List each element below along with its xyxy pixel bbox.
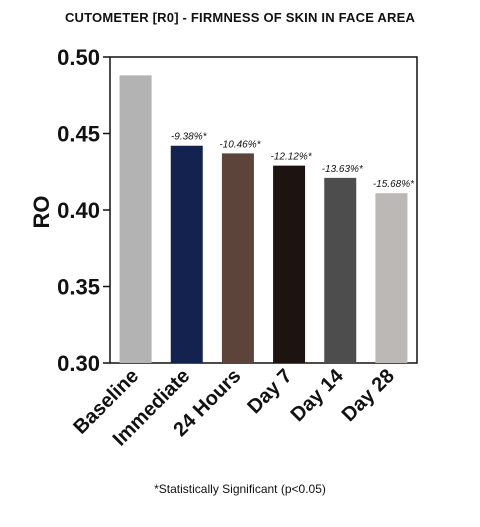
footnote: *Statistically Significant (p<0.05) <box>154 482 326 496</box>
y-ticks: 0.30 0.35 0.40 0.45 0.50 <box>57 45 110 376</box>
bars <box>119 75 408 364</box>
bar-value-label: -10.46%* <box>219 139 261 150</box>
y-tick-label: 0.50 <box>57 45 100 70</box>
bar-24-hours <box>221 153 254 363</box>
bar-labels: -9.38%* -10.46%* -12.12%* -13.63%* -15.68%* <box>171 132 415 190</box>
y-tick-label: 0.35 <box>57 275 100 300</box>
y-axis-title: RO <box>29 196 54 229</box>
y-axis-title-group: RO <box>29 196 54 229</box>
bar-value-label: -9.38%* <box>171 132 208 143</box>
x-tick-label: Day 14 <box>287 364 349 426</box>
y-tick-label: 0.30 <box>57 351 100 376</box>
bar-value-label: -12.12%* <box>271 152 313 163</box>
y-tick-label: 0.45 <box>57 122 100 147</box>
bar-value-label: -15.68%* <box>373 179 415 190</box>
y-tick-label: 0.40 <box>57 198 100 223</box>
bar-immediate <box>170 145 203 363</box>
bar-day-14 <box>324 177 357 363</box>
plot-frame <box>109 56 418 364</box>
chart-title: CUTOMETER [R0] - FIRMNESS OF SKIN IN FAC… <box>64 10 416 25</box>
x-tick-label: Day 28 <box>338 365 399 426</box>
bar-day-7 <box>273 165 306 363</box>
bar-day-28 <box>375 193 408 363</box>
bar-baseline <box>119 75 152 364</box>
bar-value-label: -13.63%* <box>322 164 364 175</box>
